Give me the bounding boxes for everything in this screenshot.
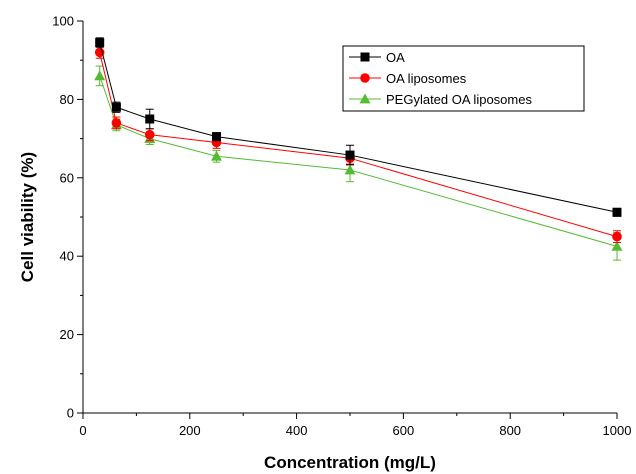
data-point — [612, 231, 622, 242]
legend-box — [342, 45, 585, 112]
legend-entry: PEGylated OA liposomes — [349, 92, 532, 107]
data-point — [345, 150, 355, 160]
data-point — [212, 132, 221, 142]
y-axis-title: Cell viability (%) — [18, 152, 37, 282]
y-tick-label: 20 — [60, 327, 74, 342]
data-point — [94, 70, 106, 81]
x-tick-label: 800 — [499, 423, 521, 438]
data-point — [95, 38, 105, 48]
data-point — [145, 114, 155, 124]
legend-entry: OA liposomes — [349, 71, 467, 86]
x-tick-label: 200 — [179, 423, 201, 438]
x-tick-label: 600 — [393, 423, 415, 438]
y-tick-label: 60 — [60, 170, 74, 185]
legend-marker — [359, 93, 371, 104]
y-tick-label: 0 — [67, 406, 74, 421]
data-point — [344, 164, 356, 175]
data-point — [111, 102, 121, 112]
x-tick-label: 400 — [286, 423, 308, 438]
y-tick-label: 100 — [52, 14, 74, 29]
x-tick-label: 0 — [79, 423, 86, 438]
legend-label: OA liposomes — [386, 71, 467, 86]
x-tick-label: 1000 — [603, 423, 632, 438]
legend-marker — [360, 52, 370, 62]
legend-entry: OA — [349, 50, 405, 65]
data-point — [612, 207, 622, 217]
data-point — [211, 150, 222, 161]
legend: OA OA liposomes PEGylated OA liposomes — [342, 45, 585, 112]
legend-label: PEGylated OA liposomes — [386, 92, 532, 107]
series-line — [99, 42, 618, 213]
legend-label: OA — [386, 50, 405, 65]
ticks: 0 200 400 600 800 1000 0 20 40 60 80 100 — [52, 14, 631, 439]
y-tick-label: 80 — [60, 92, 74, 107]
series-1 — [95, 37, 622, 217]
data-point — [611, 240, 623, 251]
data-point — [111, 118, 122, 128]
y-tick-label: 40 — [60, 249, 74, 264]
x-axis-title: Concentration (mg/L) — [264, 453, 436, 472]
series-layer — [94, 37, 623, 261]
data-point — [144, 129, 155, 140]
legend-marker — [360, 73, 370, 83]
